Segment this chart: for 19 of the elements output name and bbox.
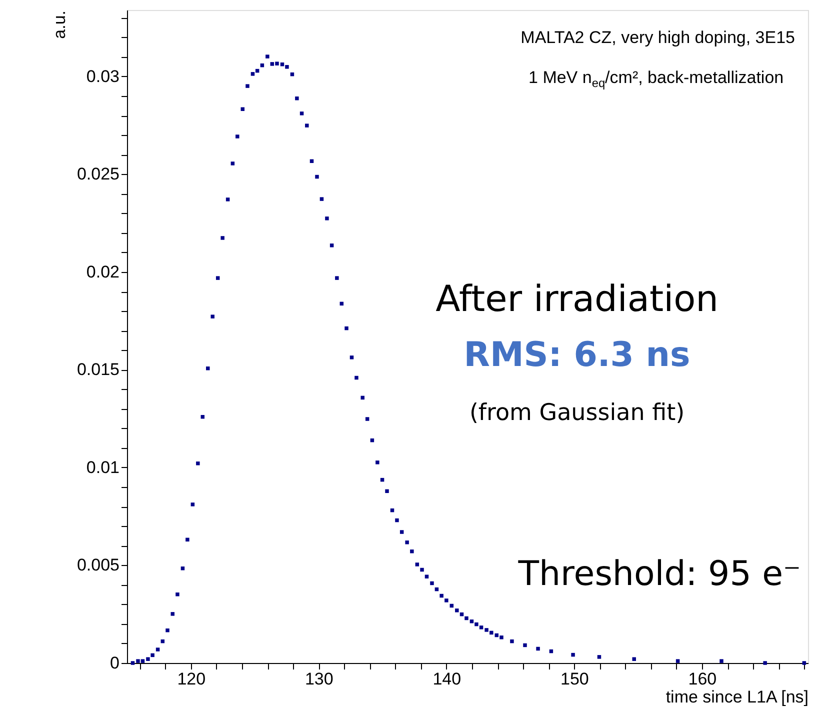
y-tick-label: 0.03 xyxy=(86,66,120,86)
x-tick-label: 150 xyxy=(560,670,589,688)
y-tick-label: 0.02 xyxy=(86,262,120,282)
annotation: MALTA2 CZ, very high doping, 3E15 xyxy=(520,28,795,47)
annotation: RMS: 6.3 ns xyxy=(464,335,690,375)
annotation: Threshold: 95 e⁻ xyxy=(517,554,801,594)
y-tick-label: 0 xyxy=(110,654,120,672)
x-axis-title: time since L1A [ns] xyxy=(666,688,808,706)
y-tick-label: 0.015 xyxy=(76,360,120,380)
y-tick-label: 0.025 xyxy=(76,164,120,184)
y-tick-label: 0.005 xyxy=(76,556,120,575)
x-tick-label: 120 xyxy=(177,670,206,688)
x-tick-label: 140 xyxy=(432,670,462,688)
annotation: (from Gaussian fit) xyxy=(469,400,685,426)
y-axis-title: a.u. xyxy=(50,10,69,39)
y-tick-label: 0.01 xyxy=(86,458,120,477)
annotation: After irradiation xyxy=(436,279,718,320)
x-tick-label: 130 xyxy=(304,670,334,688)
x-tick-label: 160 xyxy=(688,670,717,688)
